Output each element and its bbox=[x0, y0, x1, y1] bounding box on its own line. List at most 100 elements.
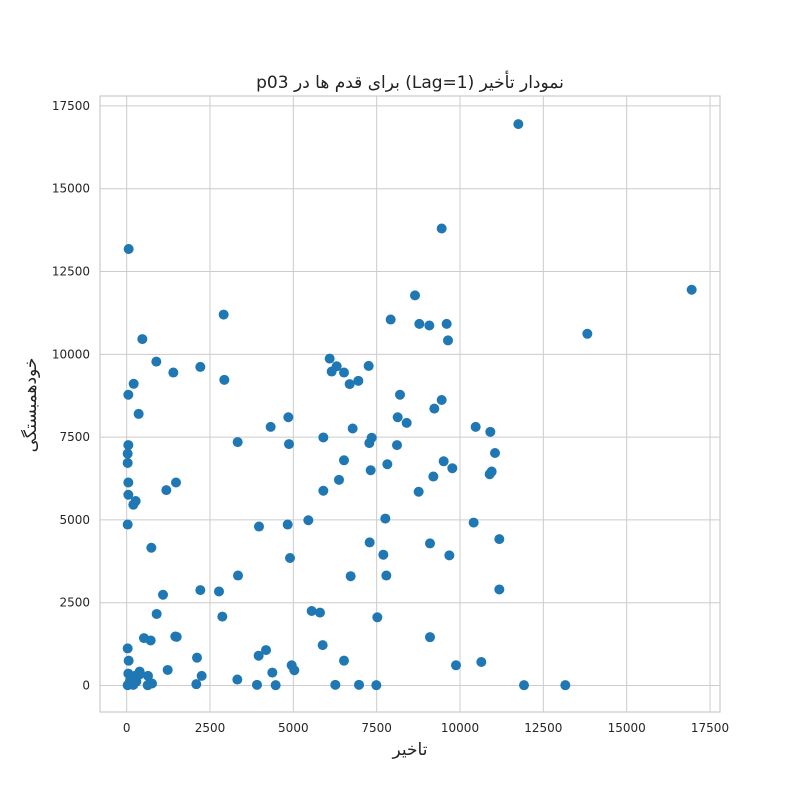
data-point bbox=[519, 680, 529, 691]
data-point bbox=[252, 679, 262, 690]
data-point bbox=[485, 426, 496, 437]
data-point bbox=[254, 521, 264, 532]
data-point bbox=[372, 612, 383, 623]
data-point bbox=[158, 589, 168, 600]
data-point bbox=[146, 542, 157, 553]
data-point bbox=[414, 318, 425, 329]
data-point bbox=[270, 680, 281, 691]
x-tick-label: 7500 bbox=[361, 721, 392, 735]
y-tick-label: 12500 bbox=[52, 265, 90, 279]
data-point bbox=[318, 485, 329, 496]
data-point bbox=[122, 643, 133, 654]
data-point bbox=[191, 679, 202, 690]
data-point bbox=[365, 465, 376, 476]
data-point bbox=[128, 499, 139, 510]
y-tick-label: 7500 bbox=[59, 430, 90, 444]
grid-lines bbox=[100, 96, 720, 712]
data-point bbox=[347, 423, 358, 434]
data-point bbox=[162, 664, 173, 675]
data-point bbox=[196, 670, 207, 681]
y-tick-label: 15000 bbox=[52, 182, 90, 196]
data-point bbox=[123, 489, 134, 500]
data-point bbox=[218, 309, 229, 320]
data-point bbox=[392, 440, 402, 451]
data-point bbox=[494, 534, 505, 545]
data-point bbox=[143, 670, 153, 681]
x-tick-label: 12500 bbox=[524, 721, 562, 735]
data-point bbox=[447, 463, 458, 474]
data-point bbox=[267, 667, 278, 678]
data-point bbox=[232, 674, 243, 685]
data-point bbox=[425, 632, 435, 643]
data-point bbox=[468, 517, 479, 528]
data-point bbox=[380, 513, 391, 524]
data-point bbox=[385, 314, 396, 325]
x-tick-label: 17500 bbox=[691, 721, 729, 735]
data-point bbox=[123, 244, 134, 255]
data-point bbox=[441, 318, 452, 329]
data-point bbox=[145, 635, 156, 646]
data-point bbox=[425, 538, 435, 549]
data-point bbox=[470, 421, 481, 432]
tick-labels: 0 2500 5000 7500 10000 12500 15000 17500 0 2500 50… bbox=[52, 99, 729, 735]
data-point bbox=[233, 570, 243, 581]
x-tick-label: 2500 bbox=[195, 721, 226, 735]
data-point bbox=[344, 379, 355, 390]
data-point bbox=[429, 403, 440, 414]
data-point bbox=[326, 366, 337, 377]
data-point bbox=[161, 485, 172, 496]
data-point bbox=[381, 570, 392, 581]
data-point bbox=[354, 679, 364, 690]
data-point bbox=[171, 631, 182, 642]
data-point bbox=[151, 608, 162, 619]
data-point bbox=[284, 439, 294, 450]
data-point bbox=[303, 515, 314, 526]
data-point bbox=[171, 477, 181, 488]
data-point bbox=[151, 356, 162, 367]
data-point bbox=[424, 320, 435, 331]
data-point bbox=[436, 395, 447, 406]
x-tick-label: 10000 bbox=[441, 721, 479, 735]
data-point bbox=[214, 586, 224, 597]
data-point bbox=[395, 389, 405, 400]
data-point bbox=[443, 335, 453, 346]
data-point bbox=[128, 679, 139, 690]
x-axis-label: تاخیر bbox=[392, 740, 428, 760]
data-point bbox=[318, 432, 329, 443]
data-point bbox=[339, 655, 349, 666]
data-point bbox=[476, 656, 487, 667]
data-point bbox=[444, 550, 455, 561]
data-point bbox=[122, 448, 133, 459]
data-point bbox=[339, 367, 349, 378]
data-point bbox=[128, 378, 139, 389]
chart-title: نمودار تأخیر (Lag=1) برای قدم ها در p03 bbox=[256, 70, 564, 93]
data-point bbox=[582, 328, 593, 339]
data-point bbox=[334, 474, 344, 485]
data-point bbox=[686, 284, 697, 295]
data-point bbox=[436, 223, 447, 234]
data-point bbox=[371, 680, 382, 691]
y-tick-label: 10000 bbox=[52, 347, 90, 361]
data-point bbox=[265, 421, 276, 432]
data-point bbox=[123, 655, 134, 666]
data-point bbox=[330, 679, 341, 690]
y-tick-label: 17500 bbox=[52, 99, 90, 113]
data-point bbox=[494, 584, 505, 595]
data-point bbox=[484, 469, 495, 480]
data-point bbox=[324, 353, 335, 364]
data-point bbox=[364, 537, 375, 548]
data-point bbox=[363, 360, 374, 371]
data-point bbox=[401, 417, 412, 428]
x-tick-label: 15000 bbox=[608, 721, 646, 735]
data-point bbox=[317, 640, 328, 651]
data-point bbox=[195, 585, 206, 596]
data-point bbox=[339, 455, 349, 466]
data-point bbox=[217, 611, 228, 622]
data-point bbox=[168, 367, 179, 378]
data-point bbox=[392, 412, 403, 423]
data-point bbox=[285, 553, 295, 563]
data-point bbox=[353, 375, 364, 386]
data-point bbox=[219, 374, 230, 385]
